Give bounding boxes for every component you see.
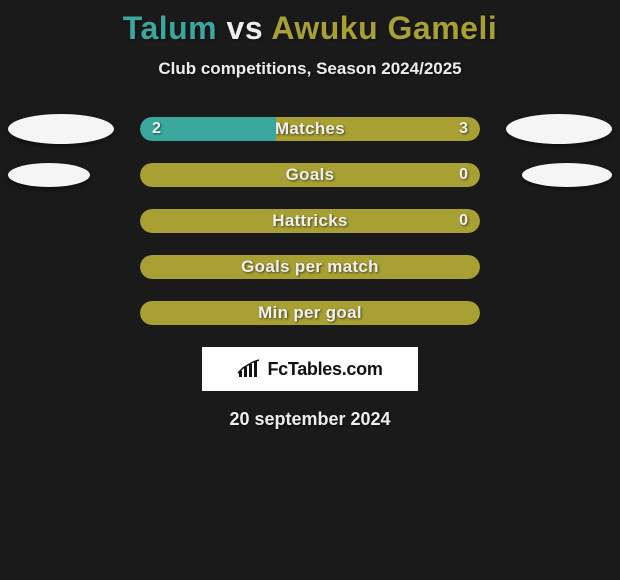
stat-row: Goals0 bbox=[0, 163, 620, 187]
stat-value-player1: 2 bbox=[152, 117, 161, 141]
stat-label: Goals bbox=[140, 163, 480, 187]
stat-row: Min per goal bbox=[0, 301, 620, 325]
player2-name: Awuku Gameli bbox=[271, 10, 497, 46]
stat-label: Min per goal bbox=[140, 301, 480, 325]
generated-date: 20 september 2024 bbox=[0, 409, 620, 430]
stat-bar: Goals per match bbox=[140, 255, 480, 279]
stat-label: Matches bbox=[140, 117, 480, 141]
source-logo-text: FcTables.com bbox=[267, 359, 382, 380]
stat-bar: Hattricks0 bbox=[140, 209, 480, 233]
comparison-infographic: Talum vs Awuku Gameli Club competitions,… bbox=[0, 0, 620, 580]
subtitle: Club competitions, Season 2024/2025 bbox=[0, 59, 620, 79]
stat-bar: Min per goal bbox=[140, 301, 480, 325]
stat-bar: Goals0 bbox=[140, 163, 480, 187]
vs-separator: vs bbox=[227, 10, 264, 46]
stat-row: Goals per match bbox=[0, 255, 620, 279]
player1-marker-ellipse bbox=[8, 114, 114, 144]
player1-marker-ellipse bbox=[8, 163, 90, 187]
player2-marker-ellipse bbox=[506, 114, 612, 144]
fctables-chart-icon bbox=[237, 359, 263, 379]
stat-row: Matches2 3 bbox=[0, 117, 620, 141]
stat-label: Hattricks bbox=[140, 209, 480, 233]
player2-marker-ellipse bbox=[522, 163, 612, 187]
page-title: Talum vs Awuku Gameli bbox=[0, 0, 620, 47]
stat-label: Goals per match bbox=[140, 255, 480, 279]
player1-name: Talum bbox=[123, 10, 217, 46]
stat-bar: Matches2 3 bbox=[140, 117, 480, 141]
stats-rows: Matches23Goals0Hattricks0Goals per match… bbox=[0, 117, 620, 325]
stat-value-player2: 0 bbox=[459, 163, 468, 187]
source-logo-box: FcTables.com bbox=[202, 347, 418, 391]
stat-value-player2: 3 bbox=[459, 117, 468, 141]
stat-row: Hattricks0 bbox=[0, 209, 620, 233]
stat-value-player2: 0 bbox=[459, 209, 468, 233]
